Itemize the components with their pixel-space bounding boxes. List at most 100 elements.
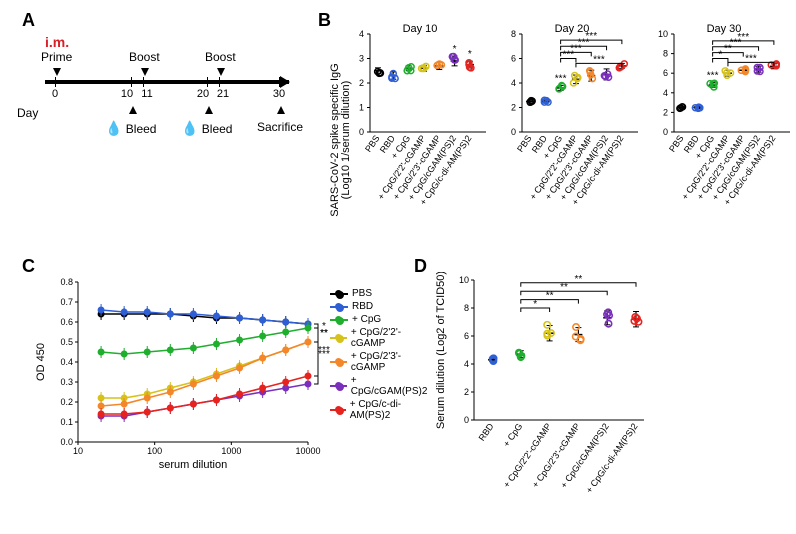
- svg-text:*: *: [453, 44, 457, 55]
- svg-text:0.4: 0.4: [60, 357, 73, 367]
- legend-item: RBD: [330, 301, 430, 312]
- drop-icon: 💧: [181, 120, 198, 136]
- svg-text:2: 2: [511, 103, 516, 113]
- svg-text:***: ***: [745, 53, 757, 64]
- sacrifice: Sacrifice: [257, 120, 303, 134]
- svg-text:0.7: 0.7: [60, 297, 73, 307]
- prime-label: Prime: [41, 50, 72, 64]
- legend-swatch-icon: [330, 293, 348, 295]
- bleed1: 💧 Bleed: [105, 120, 156, 137]
- legend-item: PBS: [330, 288, 430, 299]
- day-10: 10: [121, 88, 133, 100]
- svg-text:***: ***: [737, 32, 749, 43]
- svg-text:**: **: [320, 328, 328, 339]
- svg-text:***: ***: [593, 54, 605, 65]
- svg-text:4: 4: [663, 88, 668, 98]
- svg-text:2: 2: [464, 387, 469, 397]
- svg-text:0.6: 0.6: [60, 317, 73, 327]
- svg-text:8: 8: [663, 49, 668, 59]
- svg-text:8: 8: [511, 29, 516, 39]
- svg-text:serum dilution: serum dilution: [159, 459, 227, 471]
- svg-text:6: 6: [464, 331, 469, 341]
- svg-text:Day 30: Day 30: [707, 23, 742, 35]
- svg-text:RBD: RBD: [477, 421, 496, 443]
- svg-text:OD 450: OD 450: [35, 343, 47, 381]
- timeline: 0 10 11 20 21 30: [45, 80, 289, 84]
- legend-item: + CpG/2'3'-cGAMP: [330, 351, 430, 373]
- panel-a-top-row: Prime Boost Boost: [45, 50, 305, 68]
- svg-text:***: ***: [555, 73, 567, 84]
- svg-text:10: 10: [658, 29, 668, 39]
- legend-label: + CpG/c-di-AM(PS)2: [350, 399, 430, 421]
- arrow-up-icon: [277, 106, 285, 114]
- svg-text:Day 20: Day 20: [555, 23, 590, 35]
- svg-text:100: 100: [147, 446, 162, 456]
- panel-a: i.m. Prime Boost Boost 0 10 11 20 21 30 …: [45, 34, 305, 136]
- svg-text:0.0: 0.0: [60, 437, 73, 447]
- boost2-label: Boost: [205, 50, 236, 64]
- panel-c: 0.00.10.20.30.40.50.60.70.81010010001000…: [30, 272, 430, 522]
- svg-text:0.1: 0.1: [60, 417, 73, 427]
- svg-text:0.3: 0.3: [60, 377, 73, 387]
- legend-item: + CpG/cGAM(PS)2: [330, 375, 430, 397]
- legend-item: + CpG/2'2'-cGAMP: [330, 327, 430, 349]
- legend-item: + CpG: [330, 314, 430, 325]
- svg-text:10: 10: [459, 275, 469, 285]
- svg-text:0.8: 0.8: [60, 277, 73, 287]
- svg-text:**: **: [560, 282, 568, 293]
- svg-text:8: 8: [464, 303, 469, 313]
- legend-label: RBD: [352, 301, 373, 312]
- svg-text:10000: 10000: [295, 446, 320, 456]
- legend-item: + CpG/c-di-AM(PS)2: [330, 399, 430, 421]
- svg-text:***: ***: [707, 71, 719, 82]
- day-11: 11: [141, 88, 152, 100]
- svg-text:***: ***: [585, 31, 597, 42]
- panel-a-bottom-row: 💧 Bleed 💧 Bleed Sacrifice: [45, 120, 305, 136]
- panel-b: SARS-CoV-2 spike specific IgG(Log10 1/se…: [328, 20, 788, 240]
- arrow-down-icon: [141, 68, 149, 76]
- legend-label: PBS: [352, 288, 372, 299]
- svg-text:Day 10: Day 10: [403, 23, 438, 35]
- legend-label: + CpG: [352, 314, 381, 325]
- svg-text:0: 0: [511, 127, 516, 137]
- legend-label: + CpG/cGAM(PS)2: [351, 375, 430, 397]
- legend-swatch-icon: [330, 337, 347, 339]
- legend-swatch-icon: [330, 319, 348, 321]
- panel-a-arrows-up: [45, 106, 305, 120]
- svg-text:1000: 1000: [221, 446, 241, 456]
- legend-swatch-icon: [330, 409, 346, 411]
- svg-text:0: 0: [663, 127, 668, 137]
- svg-text:4: 4: [511, 78, 516, 88]
- drop-icon: 💧: [105, 120, 122, 136]
- svg-text:0.5: 0.5: [60, 337, 73, 347]
- im-label: i.m.: [45, 34, 305, 50]
- arrow-down-icon: [217, 68, 225, 76]
- svg-text:0: 0: [464, 415, 469, 425]
- svg-text:2: 2: [359, 78, 364, 88]
- panel-a-label: A: [22, 10, 35, 31]
- svg-text:2: 2: [663, 107, 668, 117]
- svg-text:0: 0: [359, 127, 364, 137]
- panel-d: 0246810Serum dilution (Log2 of TCID50)RB…: [426, 272, 706, 522]
- timeline-arrow-icon: [280, 76, 290, 88]
- figure-root: A i.m. Prime Boost Boost 0 10 11 20 21 3…: [0, 0, 796, 534]
- boost1-label: Boost: [129, 50, 160, 64]
- bleed2: 💧 Bleed: [181, 120, 232, 137]
- panel-c-legend: PBS RBD + CpG + CpG/2'2'-cGAMP+ CpG/2'3'-cG…: [330, 288, 430, 423]
- legend-swatch-icon: [330, 385, 347, 387]
- svg-text:6: 6: [663, 68, 668, 78]
- legend-label: + CpG/2'2'-cGAMP: [351, 327, 430, 349]
- day-word: Day: [17, 106, 38, 120]
- svg-text:3: 3: [359, 54, 364, 64]
- svg-text:6: 6: [511, 54, 516, 64]
- svg-text:+ CpG/c-di-AM(PS)2: + CpG/c-di-AM(PS)2: [584, 421, 640, 495]
- svg-text:*: *: [533, 299, 537, 310]
- panel-a-arrows-down: [45, 68, 305, 78]
- svg-text:4: 4: [464, 359, 469, 369]
- svg-text:SARS-CoV-2 spike specific IgG(: SARS-CoV-2 spike specific IgG(Log10 1/se…: [329, 63, 352, 216]
- svg-text:*: *: [468, 49, 472, 60]
- svg-text:*: *: [718, 50, 722, 61]
- svg-text:**: **: [546, 291, 554, 302]
- day-21: 21: [217, 88, 229, 100]
- svg-text:10: 10: [73, 446, 83, 456]
